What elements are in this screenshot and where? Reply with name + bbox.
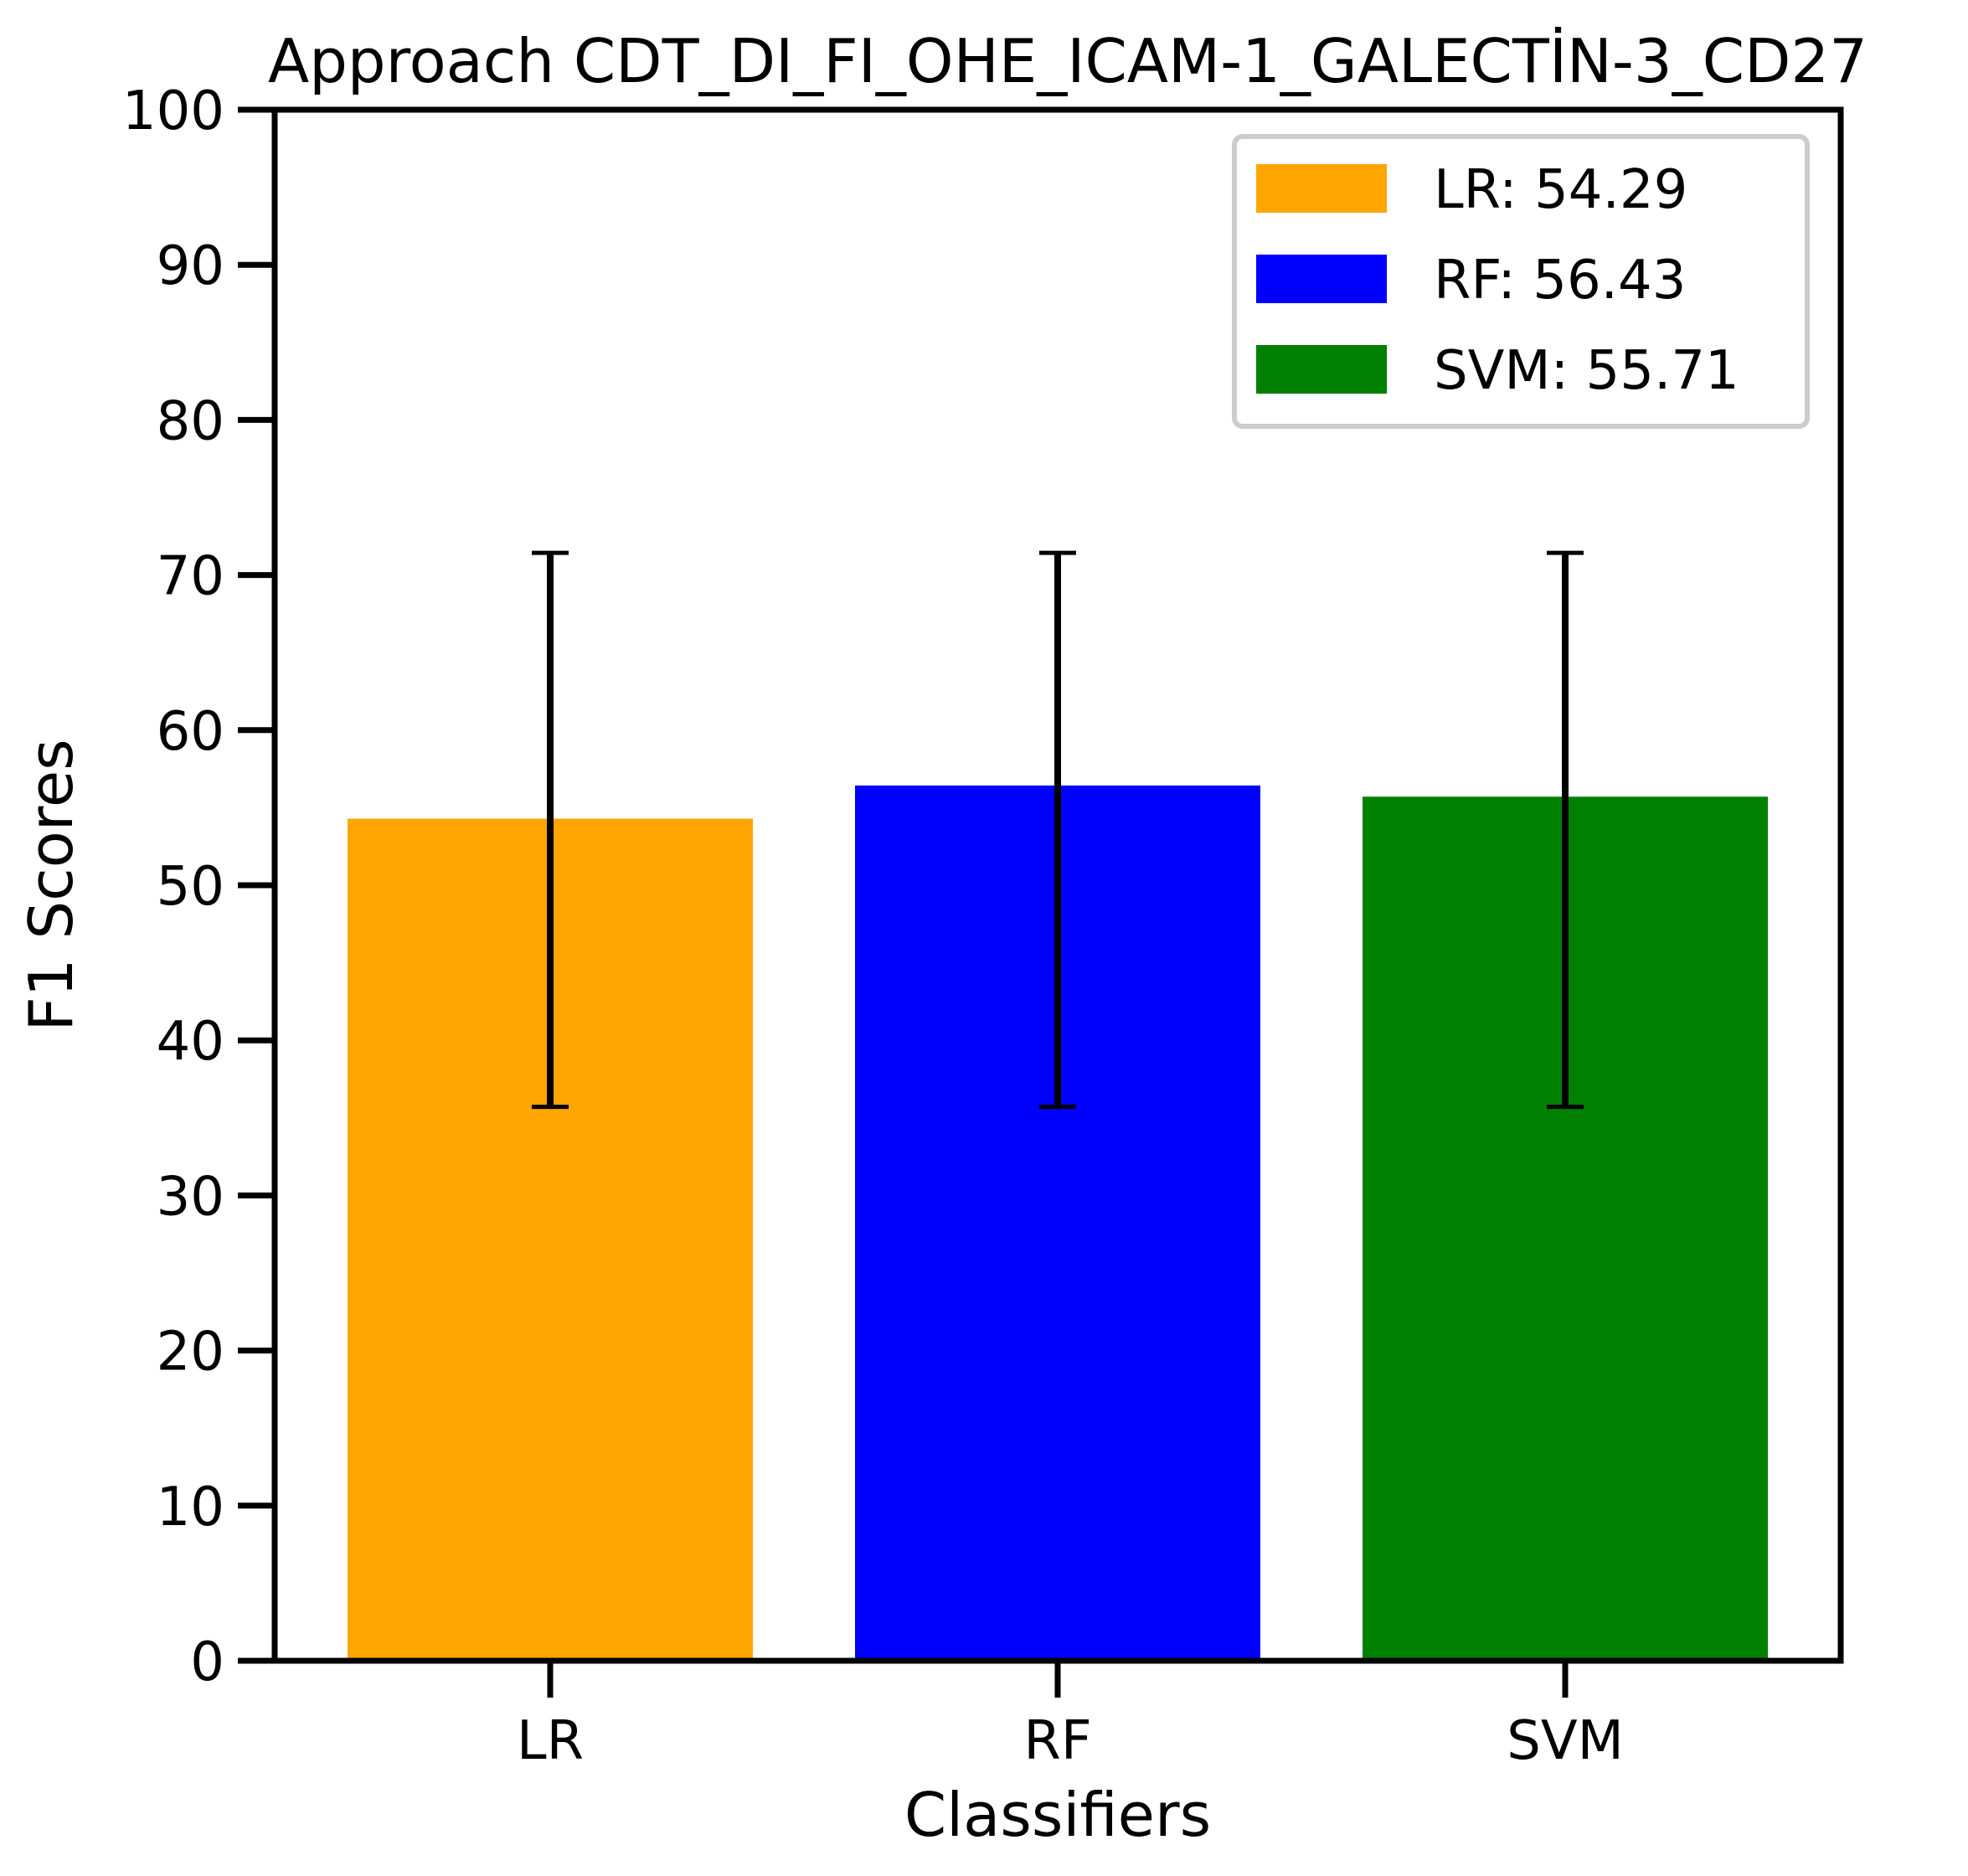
y-tick-label: 10 (157, 1477, 224, 1538)
error-bar-rf (1039, 550, 1076, 1110)
legend-label: LR: 54.29 (1434, 159, 1687, 221)
legend-swatch (1256, 345, 1387, 394)
error-bar-svm (1547, 550, 1584, 1110)
error-bar-lr (532, 550, 569, 1110)
y-tick-label: 0 (190, 1631, 224, 1693)
y-tick-label: 70 (157, 546, 224, 608)
y-tick-label: 90 (157, 235, 224, 297)
x-axis-label: Classifiers (904, 1780, 1211, 1850)
legend-entry-svm: SVM: 55.71 (1256, 340, 1739, 402)
legend-swatch (1256, 255, 1387, 303)
y-tick-label: 30 (157, 1166, 224, 1228)
legend-entry-lr: LR: 54.29 (1256, 159, 1687, 221)
legend-entry-rf: RF: 56.43 (1256, 250, 1686, 312)
y-tick-label: 80 (157, 390, 224, 452)
legend: LR: 54.29 RF: 56.43 SVM: 55.71 (1232, 134, 1810, 429)
y-tick-label: 100 (122, 80, 224, 142)
error-bars (532, 550, 1584, 1110)
legend-label: RF: 56.43 (1434, 250, 1686, 312)
x-tick-label-lr: LR (517, 1710, 584, 1772)
x-tick-label-rf: RF (1023, 1710, 1091, 1772)
y-tick-label: 50 (157, 856, 224, 918)
y-axis: 0 10 20 30 40 50 60 70 80 90 100 (122, 80, 275, 1693)
y-tick-label: 20 (157, 1322, 224, 1384)
legend-label: SVM: 55.71 (1434, 340, 1739, 402)
y-tick-label: 60 (157, 701, 224, 763)
x-tick-label-svm: SVM (1507, 1710, 1624, 1772)
legend-swatch (1256, 164, 1387, 213)
y-tick-label: 40 (157, 1011, 224, 1073)
y-axis-label: F1 Scores (16, 739, 86, 1031)
x-axis: LR RF SVM (517, 1661, 1624, 1772)
chart-title: Approach CDT_DI_FI_OHE_ICAM-1_GALECTİN-3… (268, 26, 1868, 96)
